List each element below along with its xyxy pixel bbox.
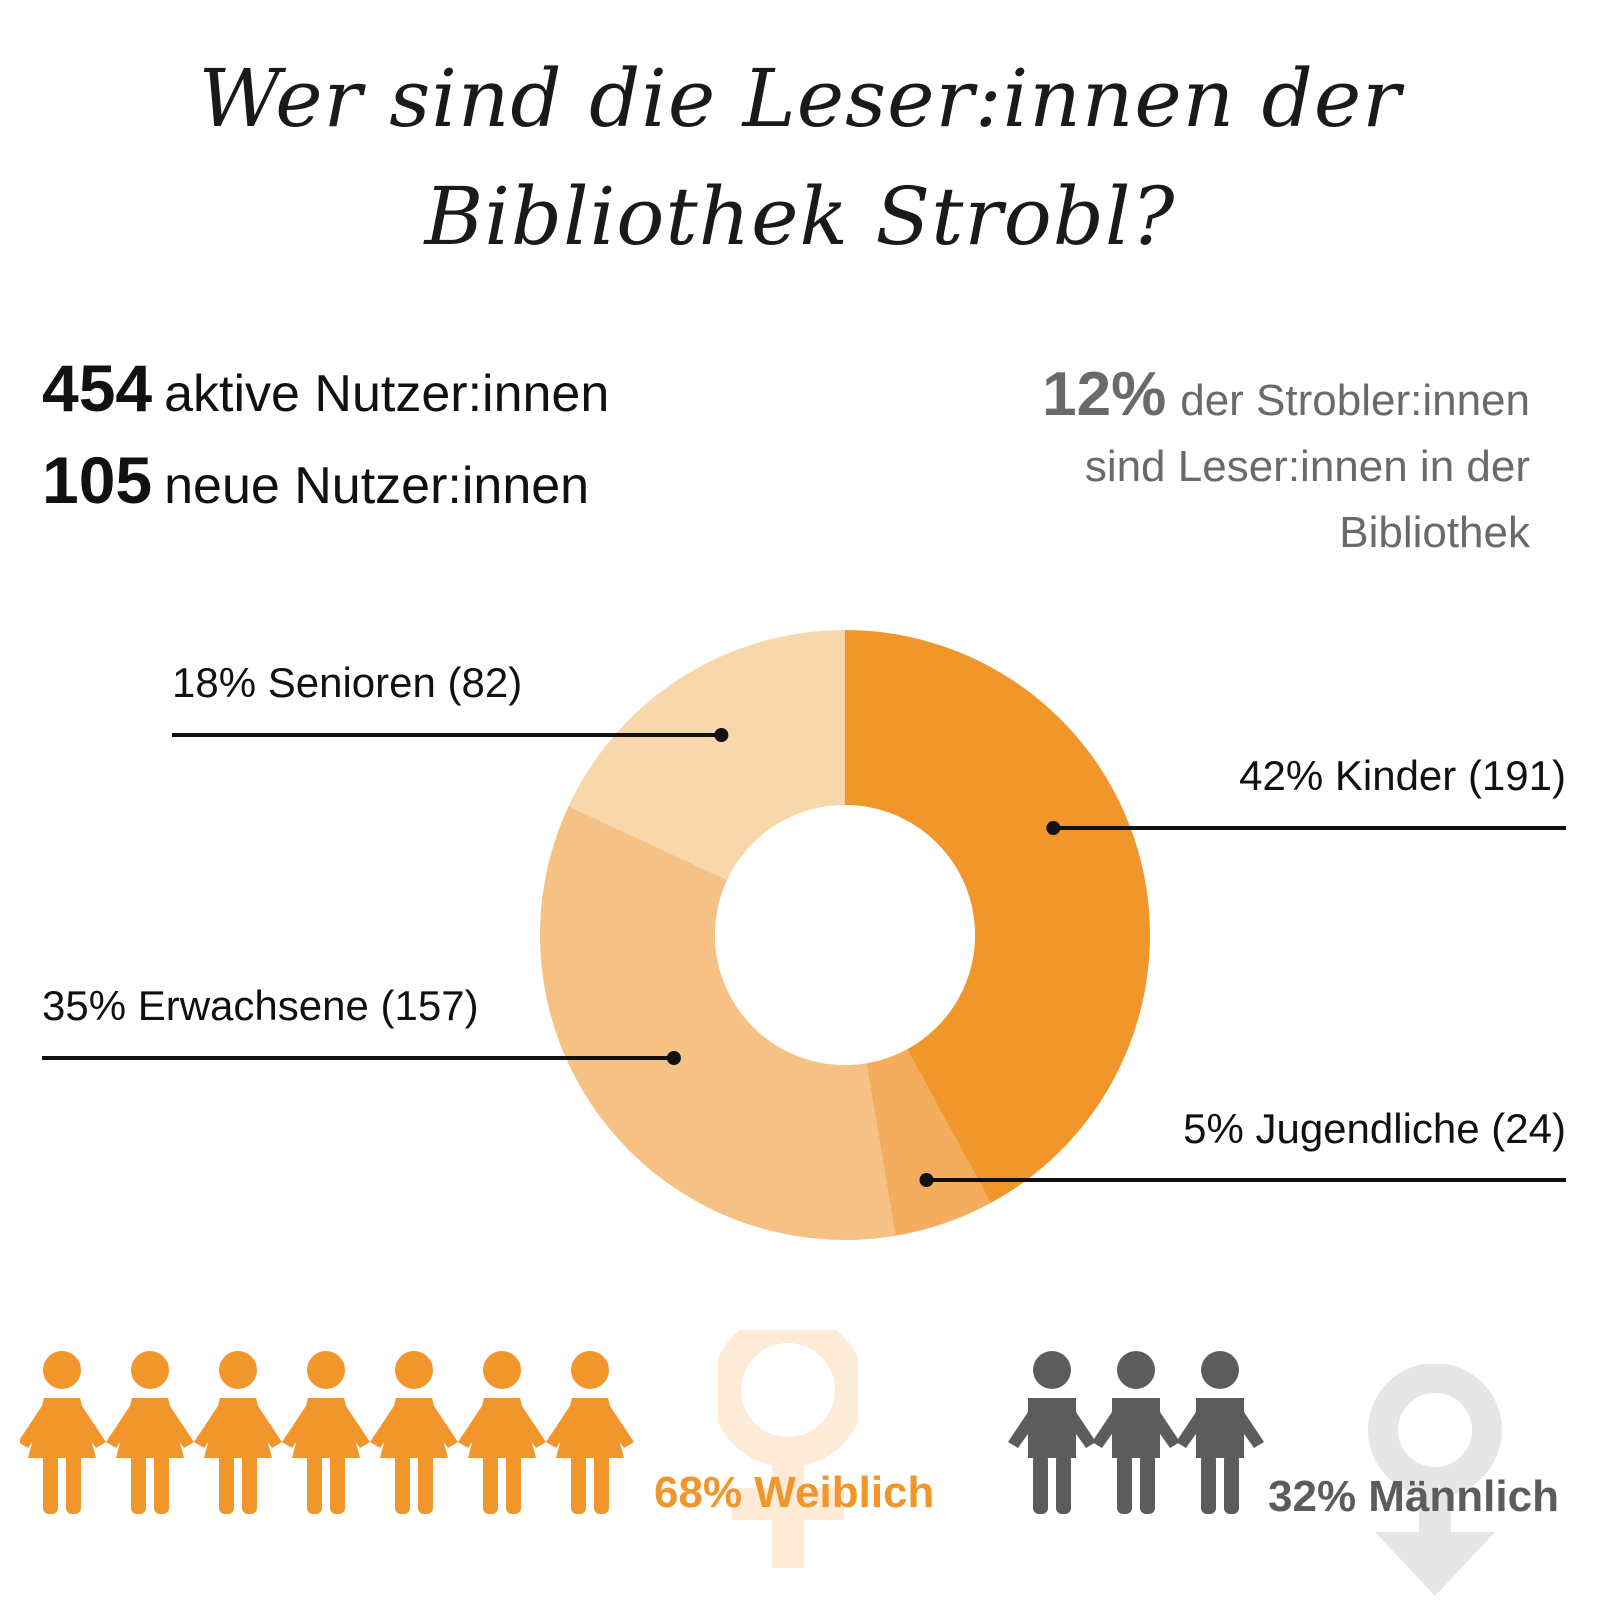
slice-jugendliche [866, 1049, 991, 1236]
female-person-icon [20, 1351, 106, 1514]
leader-erwachsene [42, 1051, 681, 1065]
male-person-icon [1176, 1351, 1264, 1514]
female-person-icon [194, 1351, 282, 1514]
share-text-2: sind Leser:innen in der [1084, 442, 1530, 491]
female-person-icon [282, 1351, 370, 1514]
leader-senioren [172, 728, 729, 742]
female-symbol-icon [718, 1330, 858, 1568]
male-person-icon [1008, 1351, 1096, 1514]
female-person-icon [106, 1351, 194, 1514]
active-users-value: 454 [42, 351, 153, 425]
slice-senioren [568, 630, 845, 881]
label-senioren: 18% Senioren (82) [172, 659, 522, 706]
page-title-line-2: Bibliothek Strobl? [424, 170, 1176, 263]
leader-kinder [1046, 821, 1566, 835]
page-title-line-1: Wer sind die Leser:innen der [198, 52, 1402, 145]
female-person-icon [546, 1351, 634, 1514]
slice-kinder [845, 630, 1150, 1203]
share-text-1: der Strobler:innen [1180, 376, 1530, 425]
leader-dot [714, 728, 729, 742]
new-users-stat: 105 neue Nutzer:innen [42, 442, 589, 518]
active-users-stat: 454 aktive Nutzer:innen [42, 350, 609, 426]
new-users-value: 105 [42, 443, 153, 517]
population-share: 12% der Strobler:innen sind Leser:innen i… [910, 362, 1530, 566]
male-percentage-label: 32% Männlich [1268, 1472, 1559, 1521]
share-text-3: Bibliothek [1339, 508, 1530, 557]
label-kinder: 42% Kinder (191) [1239, 752, 1566, 799]
chart-leader-lines [42, 728, 1566, 1187]
slice-erwachsene [540, 806, 896, 1241]
female-person-icon [458, 1351, 546, 1514]
male-person-icon [1092, 1351, 1180, 1514]
male-people-icons [1008, 1351, 1264, 1514]
new-users-label: neue Nutzer:innen [164, 457, 590, 515]
female-people-icons [20, 1351, 634, 1514]
donut-slices [540, 630, 1150, 1241]
donut-hole [715, 805, 975, 1065]
leader-dot [919, 1173, 934, 1187]
female-person-icon [370, 1351, 458, 1514]
leader-dot [666, 1051, 681, 1065]
share-value: 12% [1042, 360, 1167, 429]
active-users-label: aktive Nutzer:innen [164, 365, 610, 423]
leader-dot [1046, 821, 1061, 835]
leader-jugendliche [919, 1173, 1566, 1187]
label-erwachsene: 35% Erwachsene (157) [42, 982, 479, 1029]
donut-chart: 42% Kinder (191) 5% Jugendliche (24) 35%… [42, 630, 1566, 1241]
label-jugendliche: 5% Jugendliche (24) [1183, 1105, 1566, 1152]
male-symbol-icon [1368, 1364, 1502, 1596]
female-percentage-label: 68% Weiblich [654, 1468, 935, 1517]
